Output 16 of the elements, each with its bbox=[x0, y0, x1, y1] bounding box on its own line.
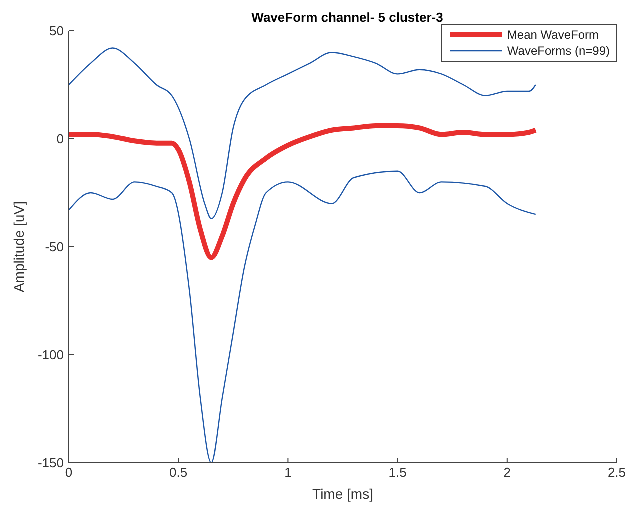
x-tick-label: 1.5 bbox=[388, 465, 407, 480]
legend-label: Mean WaveForm bbox=[507, 27, 599, 43]
x-tick-label: 0.5 bbox=[170, 465, 188, 480]
y-tick-label: -100 bbox=[38, 348, 64, 363]
chart-title: WaveForm channel- 5 cluster-3 bbox=[250, 10, 444, 25]
x-tick-label: 1 bbox=[284, 465, 292, 480]
x-axis-title: Time [ms] bbox=[312, 486, 374, 502]
y-tick-label: 50 bbox=[50, 24, 64, 39]
legend-label: WaveForms (n=99) bbox=[507, 43, 610, 59]
y-axis-title: Amplitude [uV] bbox=[10, 201, 27, 293]
line-series bbox=[69, 170, 536, 463]
x-tick-label: 2 bbox=[504, 465, 512, 480]
y-tick-label: -150 bbox=[38, 456, 64, 471]
x-tick-label: 2.5 bbox=[608, 465, 626, 480]
y-tick-label: -50 bbox=[45, 240, 64, 255]
y-tick-label: 0 bbox=[56, 132, 64, 147]
